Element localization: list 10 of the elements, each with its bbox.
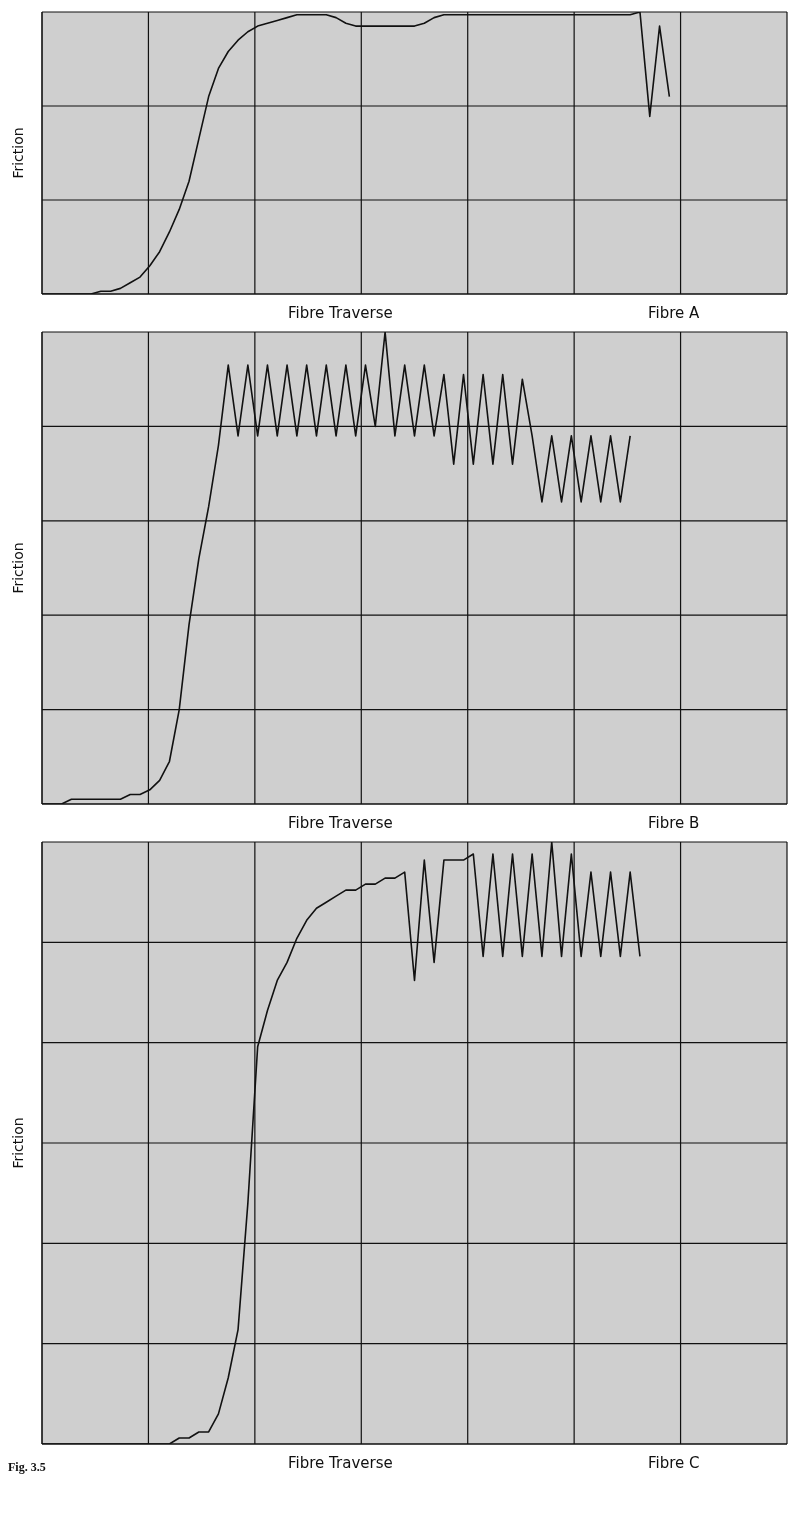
y-axis-title: Friction <box>9 127 26 179</box>
text: Fibre C <box>648 1454 700 1472</box>
x-axis-title: Fibre Traverse <box>288 814 393 832</box>
x-axis-title: Fibre Traverse <box>288 304 393 322</box>
y-axis-title: Friction <box>9 542 26 594</box>
text: Fibre B <box>648 814 700 832</box>
y-axis-title: Friction <box>9 1117 26 1169</box>
text: Fibre A <box>648 304 700 322</box>
caption: Fig. 3.5 <box>8 1460 46 1475</box>
x-axis-title: Fibre Traverse <box>288 1454 393 1472</box>
